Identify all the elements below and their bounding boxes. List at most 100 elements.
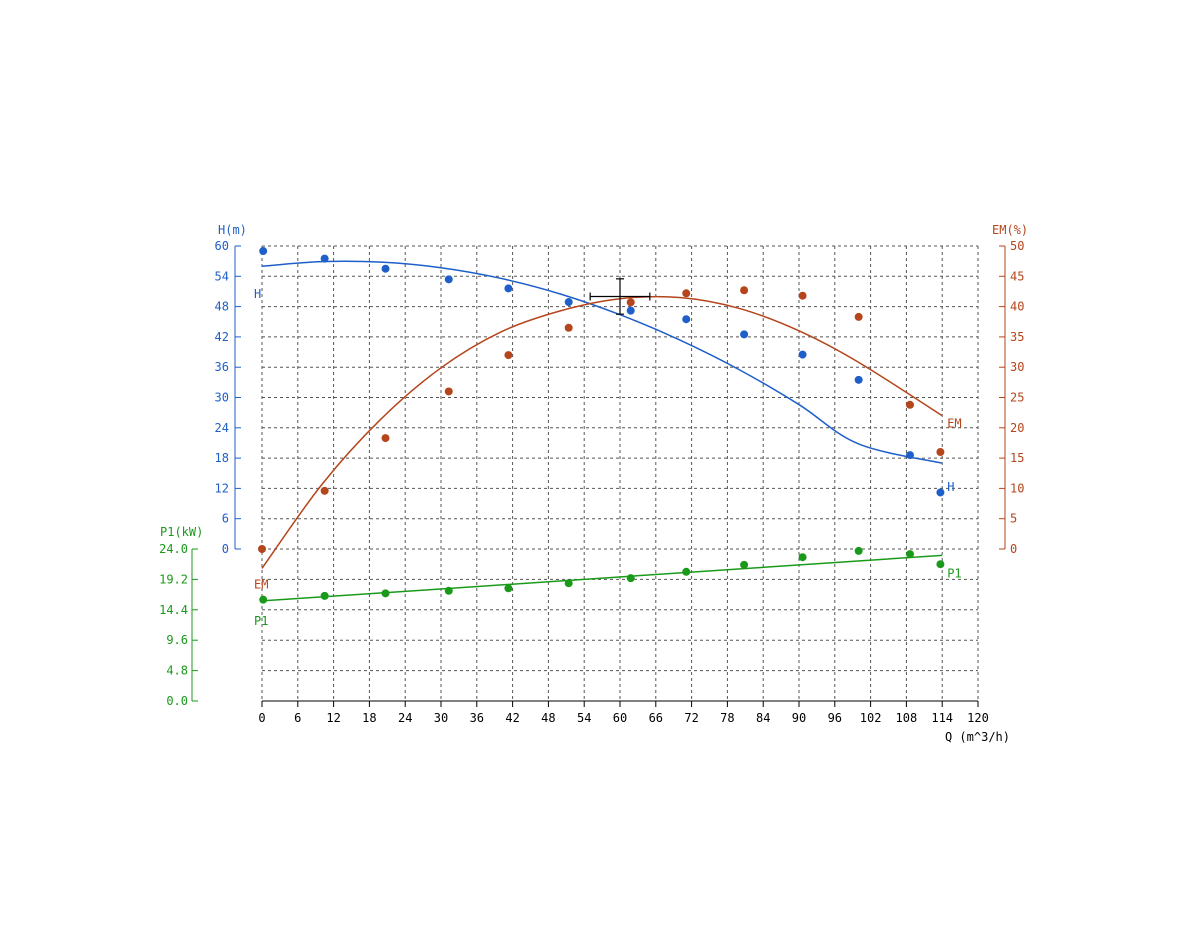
h-tick-label: 0	[222, 542, 229, 556]
point-h	[936, 488, 945, 497]
point-p1	[936, 560, 945, 569]
x-tick-label: 54	[577, 711, 591, 725]
point-p1	[905, 550, 914, 559]
x-tick-label: 84	[756, 711, 770, 725]
em-tick-label: 45	[1010, 269, 1024, 283]
h-tick-label: 24	[215, 421, 229, 435]
series-label-start-h: H	[254, 287, 261, 301]
h-tick-label: 48	[215, 300, 229, 314]
em-tick-label: 50	[1010, 239, 1024, 253]
point-em	[740, 286, 749, 295]
p1-tick-label: 24.0	[159, 542, 188, 556]
point-p1	[798, 553, 807, 562]
x-tick-label: 120	[967, 711, 989, 725]
x-tick-label: 24	[398, 711, 412, 725]
fitted-curves	[261, 260, 943, 602]
em-tick-label: 25	[1010, 391, 1024, 405]
point-em	[564, 323, 573, 332]
p1-tick-label: 4.8	[166, 664, 188, 678]
x-axis-title: Q (m^3/h)	[945, 730, 1010, 744]
point-h	[504, 284, 513, 293]
x-tick-label: 6	[294, 711, 301, 725]
x-tick-label: 18	[362, 711, 376, 725]
operating-point	[589, 278, 651, 315]
point-h	[381, 264, 390, 273]
series-label-start-p1: P1	[254, 614, 268, 628]
em-tick-label: 15	[1010, 451, 1024, 465]
curve-em	[261, 295, 943, 569]
x-tick-label: 108	[896, 711, 918, 725]
point-p1	[444, 586, 453, 595]
series-label-start-em: EM	[254, 577, 268, 591]
point-h	[682, 315, 691, 324]
point-h	[740, 330, 749, 339]
point-em	[504, 351, 513, 360]
p1-axis-title: P1(kW)	[160, 525, 203, 539]
h-tick-label: 60	[215, 239, 229, 253]
x-tick-label: 78	[720, 711, 734, 725]
point-p1	[504, 584, 513, 593]
point-em	[320, 486, 329, 495]
em-tick-label: 40	[1010, 300, 1024, 314]
point-h	[798, 350, 807, 359]
point-em	[854, 312, 863, 321]
point-h	[320, 254, 329, 263]
point-em	[381, 434, 390, 443]
point-h	[444, 275, 453, 284]
em-tick-label: 35	[1010, 330, 1024, 344]
curve-p1	[261, 554, 943, 602]
em-tick-label: 5	[1010, 512, 1017, 526]
point-em	[682, 289, 691, 298]
h-tick-label: 36	[215, 360, 229, 374]
point-em	[936, 448, 945, 457]
p1-tick-label: 19.2	[159, 572, 188, 586]
axes: 0 6 12 18 24 30 36 42 48 54 60 66 72 78 84 90 96 102 108 11…	[159, 239, 1024, 725]
p1-tick-label: 0.0	[166, 694, 188, 708]
point-h	[905, 451, 914, 460]
series-label-end-em: EM	[947, 417, 961, 431]
x-tick-label: 72	[684, 711, 698, 725]
x-tick-label: 90	[792, 711, 806, 725]
x-tick-label: 48	[541, 711, 555, 725]
x-tick-label: 114	[931, 711, 953, 725]
point-h	[259, 247, 268, 256]
point-h	[564, 298, 573, 307]
point-p1	[259, 595, 268, 604]
point-h	[854, 375, 863, 384]
x-tick-label: 96	[828, 711, 842, 725]
point-em	[258, 545, 266, 553]
em-tick-label: 0	[1010, 542, 1017, 556]
x-tick-label: 102	[860, 711, 882, 725]
h-tick-label: 30	[215, 391, 229, 405]
point-em	[905, 400, 914, 409]
point-h	[626, 306, 635, 315]
x-tick-label: 12	[326, 711, 340, 725]
point-p1	[854, 546, 863, 555]
p1-tick-label: 14.4	[159, 603, 188, 617]
em-tick-label: 30	[1010, 360, 1024, 374]
series-label-end-h: H	[947, 480, 954, 494]
data-points	[258, 247, 945, 604]
point-p1	[320, 591, 329, 600]
point-p1	[682, 567, 691, 576]
em-tick-label: 20	[1010, 421, 1024, 435]
x-tick-label: 42	[505, 711, 519, 725]
x-tick-label: 60	[613, 711, 627, 725]
point-p1	[626, 574, 635, 583]
x-tick-label: 0	[258, 711, 265, 725]
point-em	[444, 387, 453, 396]
em-tick-label: 10	[1010, 481, 1024, 495]
h-axis-title: H(m)	[218, 223, 247, 237]
point-em	[798, 291, 807, 300]
point-em	[626, 298, 635, 307]
em-axis-title: EM(%)	[992, 223, 1028, 237]
h-tick-label: 54	[215, 269, 229, 283]
x-tick-label: 36	[470, 711, 484, 725]
axis-labels: Q (m^3/h) H(m) EM(%) P1(kW) H H EM EM P1 P1	[160, 223, 1028, 744]
point-p1	[381, 589, 390, 598]
p1-tick-label: 9.6	[166, 633, 188, 647]
h-tick-label: 6	[222, 512, 229, 526]
curve-h	[261, 260, 943, 464]
h-tick-label: 18	[215, 451, 229, 465]
